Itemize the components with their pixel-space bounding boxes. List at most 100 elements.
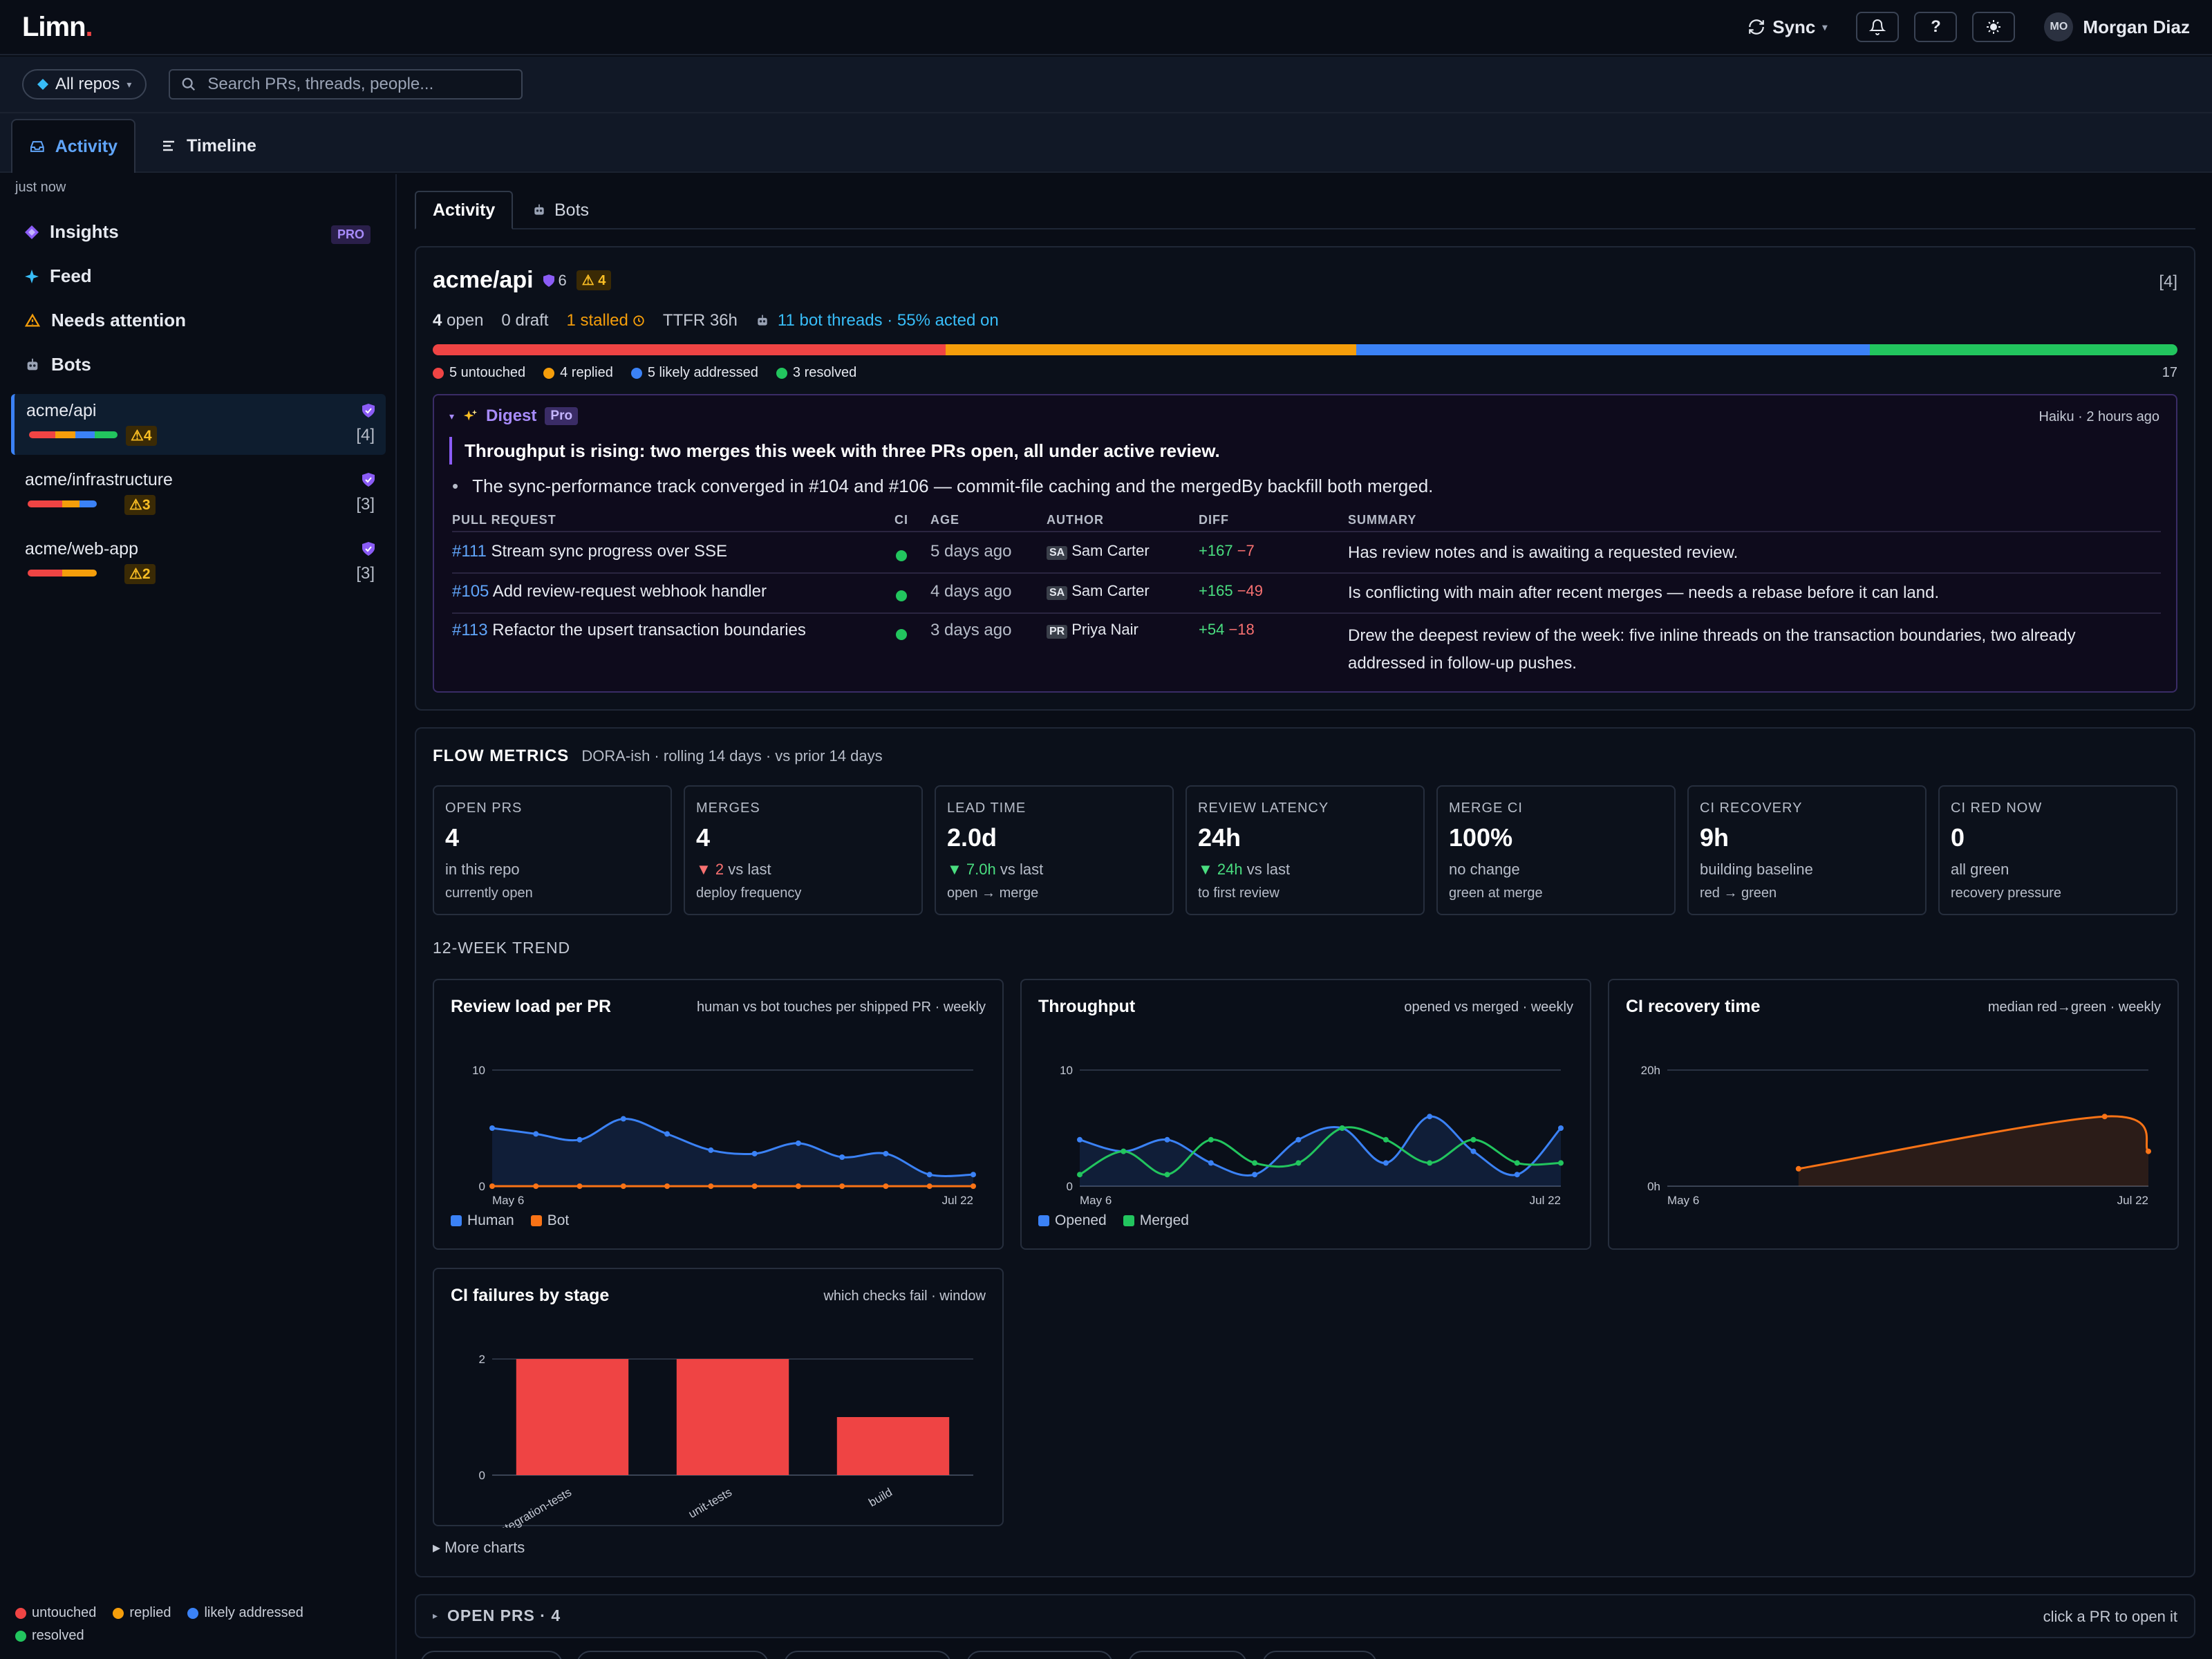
main-tabs: Activity Timeline bbox=[0, 113, 2212, 173]
filter-chip[interactable] bbox=[966, 1651, 1113, 1659]
table-row[interactable]: #111 Stream sync progress over SSE 5 day… bbox=[434, 534, 2176, 572]
filter-chip[interactable] bbox=[420, 1651, 563, 1659]
status-segment bbox=[28, 500, 62, 507]
data-point bbox=[1427, 1114, 1433, 1120]
timeline-icon bbox=[163, 140, 174, 151]
last-updated: just now bbox=[15, 180, 66, 195]
status-legend: untouched replied likely addressed resol… bbox=[15, 1605, 361, 1644]
author-avatar: SA bbox=[1047, 546, 1068, 560]
data-point bbox=[620, 1116, 626, 1122]
pr-link[interactable]: #113 Refactor the upsert transaction bou… bbox=[452, 621, 806, 640]
sidebar-repo-acme-infrastructure[interactable]: acme/infrastructure ⚠3 [3] bbox=[11, 463, 386, 524]
pr-diff: +165 −49 bbox=[1199, 582, 1263, 600]
sync-button[interactable]: Sync ▾ bbox=[1747, 17, 1827, 38]
digest-caret: ▾ bbox=[449, 410, 455, 422]
shield-icon bbox=[543, 274, 554, 287]
tab-bots[interactable]: Bots bbox=[516, 191, 606, 229]
metric-sub2: green at merge bbox=[1449, 885, 1543, 901]
sidebar-item-feed[interactable]: Feed bbox=[25, 265, 92, 287]
sidebar-item-bots[interactable]: Bots bbox=[25, 354, 91, 375]
legend-label: replied bbox=[129, 1605, 171, 1620]
metric-ci-recovery: CI RECOVERY 9h building baseline red → g… bbox=[1687, 785, 1927, 915]
chart-throughput-plot: 10 0 May 6 Jul 22 bbox=[1060, 1064, 1564, 1207]
repo-status-bar bbox=[28, 500, 97, 507]
author-name: Priya Nair bbox=[1071, 621, 1138, 638]
column-header: SUMMARY bbox=[1348, 513, 1417, 527]
tab-timeline[interactable]: Timeline bbox=[144, 119, 273, 173]
data-point bbox=[926, 1172, 932, 1178]
theme-toggle-button[interactable] bbox=[1972, 12, 2016, 42]
sidebar-item-needs-attention[interactable]: Needs attention bbox=[25, 310, 186, 331]
chart-review-load: Review load per PR human vs bot touches … bbox=[433, 979, 1004, 1250]
replied-dot bbox=[543, 367, 555, 379]
pr-number: #105 bbox=[452, 582, 489, 601]
app-logo[interactable]: Limn. bbox=[22, 11, 93, 42]
untouched-dot bbox=[433, 367, 444, 379]
sidebar-item-insights[interactable]: Insights bbox=[25, 221, 119, 243]
open-stat: 4 open bbox=[433, 311, 483, 330]
search-input[interactable]: Search PRs, threads, people... bbox=[169, 69, 523, 100]
help-button[interactable]: ? bbox=[1914, 12, 1958, 42]
filter-chip[interactable] bbox=[1262, 1651, 1377, 1659]
legend-merged: Merged bbox=[1123, 1212, 1189, 1229]
metric-sub: vs last bbox=[1242, 861, 1291, 878]
stalled-label: 1 stalled bbox=[566, 311, 628, 330]
series-area bbox=[492, 1118, 973, 1186]
data-point bbox=[708, 1147, 714, 1153]
repo-scope-select[interactable]: All repos ▾ bbox=[22, 69, 147, 100]
table-row[interactable]: #105 Add review-request webhook handler … bbox=[434, 574, 2176, 612]
sidebar-repo-acme-api[interactable]: acme/api ⚠4 [4] bbox=[11, 394, 386, 455]
shield-count: 6 bbox=[558, 271, 567, 289]
legend-label: 5 untouched bbox=[449, 365, 526, 380]
tab-activity-sub[interactable]: Activity bbox=[415, 191, 514, 229]
notifications-button[interactable] bbox=[1856, 12, 1900, 42]
metric-sub: all green bbox=[1951, 861, 2009, 878]
data-point bbox=[751, 1150, 758, 1156]
legend-label: likely addressed bbox=[204, 1605, 303, 1620]
more-charts-toggle[interactable]: ▸ More charts bbox=[433, 1539, 525, 1556]
bot-threads-link[interactable]: 11 bot threads · 55% acted on bbox=[756, 311, 999, 330]
data-point bbox=[1121, 1148, 1127, 1154]
metric-sub: in this repo bbox=[445, 861, 520, 878]
data-point bbox=[664, 1131, 671, 1137]
chevron-down-icon: ▾ bbox=[126, 78, 132, 90]
ci-status-icon bbox=[896, 550, 907, 561]
data-point bbox=[2146, 1148, 2151, 1154]
legend-swatch bbox=[1123, 1215, 1134, 1226]
data-point bbox=[971, 1183, 976, 1189]
metric-open-prs: OPEN PRS 4 in this repo currently open bbox=[433, 785, 672, 915]
clock-icon bbox=[633, 315, 644, 326]
open-prs-section[interactable]: ▸ OPEN PRS · 4 click a PR to open it bbox=[415, 1594, 2195, 1638]
data-point bbox=[1252, 1172, 1258, 1178]
filter-chip[interactable] bbox=[577, 1651, 769, 1659]
repo-status-bar bbox=[28, 570, 97, 577]
data-point bbox=[1382, 1136, 1389, 1143]
filter-chip[interactable] bbox=[1128, 1651, 1247, 1659]
robot-icon bbox=[27, 358, 38, 370]
section-subtitle: DORA-ish · rolling 14 days · vs prior 14… bbox=[581, 747, 883, 765]
digest-header[interactable]: ▾ Digest Pro bbox=[449, 406, 579, 426]
sidebar-repo-acme-web-app[interactable]: acme/web-app ⚠2 [3] bbox=[11, 532, 386, 593]
pr-link[interactable]: #105 Add review-request webhook handler bbox=[452, 582, 767, 601]
shield-icon bbox=[362, 542, 375, 556]
legend-label: untouched bbox=[32, 1605, 97, 1620]
pr-link[interactable]: #111 Stream sync progress over SSE bbox=[452, 542, 727, 561]
sparkles-icon bbox=[463, 409, 478, 421]
x-tick-label: Jul 22 bbox=[1530, 1194, 1561, 1207]
tab-activity[interactable]: Activity bbox=[11, 119, 135, 173]
legend-likely-addressed: 5 likely addressed bbox=[630, 365, 758, 381]
filter-chip[interactable] bbox=[784, 1651, 951, 1659]
metric-review-latency: REVIEW LATENCY 24h ▼ 24h vs last to firs… bbox=[1185, 785, 1425, 915]
metric-label: LEAD TIME bbox=[947, 800, 1027, 816]
pro-badge: PRO bbox=[330, 225, 371, 244]
legend-untouched: untouched bbox=[15, 1605, 96, 1621]
user-menu[interactable]: MO Morgan Diaz bbox=[2044, 12, 2190, 41]
author-avatar: SA bbox=[1047, 586, 1068, 600]
pro-badge: Pro bbox=[545, 407, 579, 425]
search-placeholder: Search PRs, threads, people... bbox=[207, 75, 434, 93]
metric-label: CI RECOVERY bbox=[1700, 800, 1803, 816]
warning-icon bbox=[25, 312, 40, 326]
repo-status-bar bbox=[29, 431, 118, 438]
stalled-stat[interactable]: 1 stalled bbox=[566, 311, 644, 330]
table-row[interactable]: #113 Refactor the upsert transaction bou… bbox=[434, 614, 2176, 683]
